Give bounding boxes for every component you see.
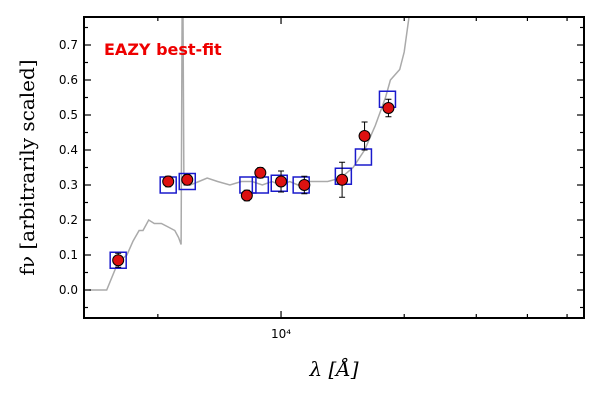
y-tick-label: 0.5 (59, 108, 78, 122)
model-box-marker (354, 148, 373, 166)
y-tick-label: 0.2 (59, 213, 78, 227)
observed-point (162, 175, 175, 188)
y-tick-label: 0.6 (59, 73, 78, 87)
model-box-marker (178, 172, 197, 191)
x-axis-title: λ [Å] (308, 356, 358, 381)
model-photometry (109, 90, 397, 269)
observed-point (112, 254, 125, 267)
observed-point (382, 102, 395, 114)
model-box-marker (270, 174, 288, 192)
y-tick-label: 0.3 (59, 178, 78, 192)
model-spectrum-line (89, 17, 410, 291)
x-tick-label: 10⁴ (271, 327, 291, 341)
observed-photometry (112, 102, 395, 267)
observed-point (358, 130, 371, 142)
model-box-marker (109, 251, 127, 269)
observed-point (181, 173, 194, 186)
observed-point (240, 189, 253, 202)
observed-error-bars (115, 98, 392, 268)
y-tick-label: 0.1 (59, 248, 78, 262)
axis-ticks (84, 17, 584, 318)
plot-area-frame (83, 16, 585, 319)
observed-point (254, 166, 267, 179)
model-spectrum (89, 17, 410, 291)
y-axis-title: fν [arbitrarily scaled] (15, 59, 39, 275)
observed-point (275, 175, 288, 188)
y-tick-label: 0.4 (59, 143, 78, 157)
observed-point (336, 173, 349, 186)
fit-annotation: EAZY best-fit (104, 40, 222, 59)
y-tick-label: 0.7 (59, 38, 78, 52)
y-tick-labels: 0.0 0.1 0.2 0.3 0.4 0.5 0.6 0.7 (59, 38, 78, 297)
x-tick-labels: 10⁴ (271, 327, 291, 341)
y-tick-label: 0.0 (59, 283, 78, 297)
observed-point (298, 179, 311, 191)
